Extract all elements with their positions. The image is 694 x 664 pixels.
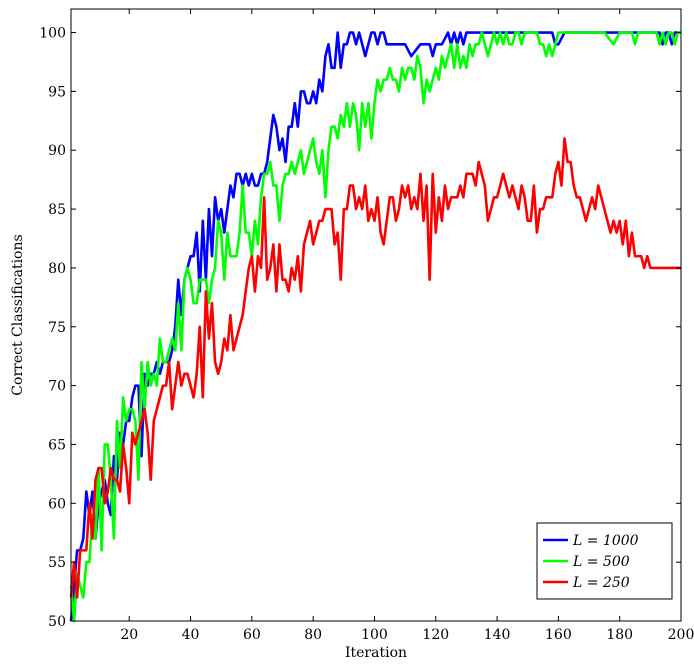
y-tick-label: 70 [48,379,66,395]
y-tick-label: 60 [48,496,66,512]
y-tick-label: 100 [39,26,66,42]
series-line-1 [69,31,681,623]
legend: L = 1000 L = 500 L = 250 [536,522,673,600]
y-tick-label: 55 [48,555,66,571]
y-tick-label: 90 [48,143,66,159]
x-tick-label: 80 [304,627,322,643]
legend-label-0: L = 1000 [572,533,639,549]
y-tick-label: 75 [48,320,66,336]
x-tick-label: 60 [243,627,261,643]
y-tick-label: 50 [48,614,66,630]
x-tick-label: 200 [668,627,694,643]
tick-layer: 20 40 60 80 100 120 140 160 180 200 50 55 60 65 70 75 80… [39,9,694,643]
legend-label-1: L = 500 [572,554,630,570]
plot-background [71,9,681,621]
series-line-2 [69,137,681,599]
x-axis-label: Iteration [345,645,407,661]
x-tick-label: 140 [484,627,511,643]
series-layer [69,31,681,623]
y-tick-label: 85 [48,202,66,218]
x-tick-label: 120 [422,627,449,643]
y-tick-label: 65 [48,437,66,453]
y-tick-label: 80 [48,261,66,277]
x-tick-label: 180 [606,627,633,643]
y-axis-label: Correct Classifications [10,234,26,395]
x-tick-label: 20 [120,627,138,643]
y-tick-label: 95 [48,84,66,100]
legend-label-2: L = 250 [572,575,630,591]
x-tick-label: 100 [361,627,388,643]
plot-frame [70,8,682,622]
x-tick-label: 40 [182,627,200,643]
x-tick-label: 160 [545,627,572,643]
